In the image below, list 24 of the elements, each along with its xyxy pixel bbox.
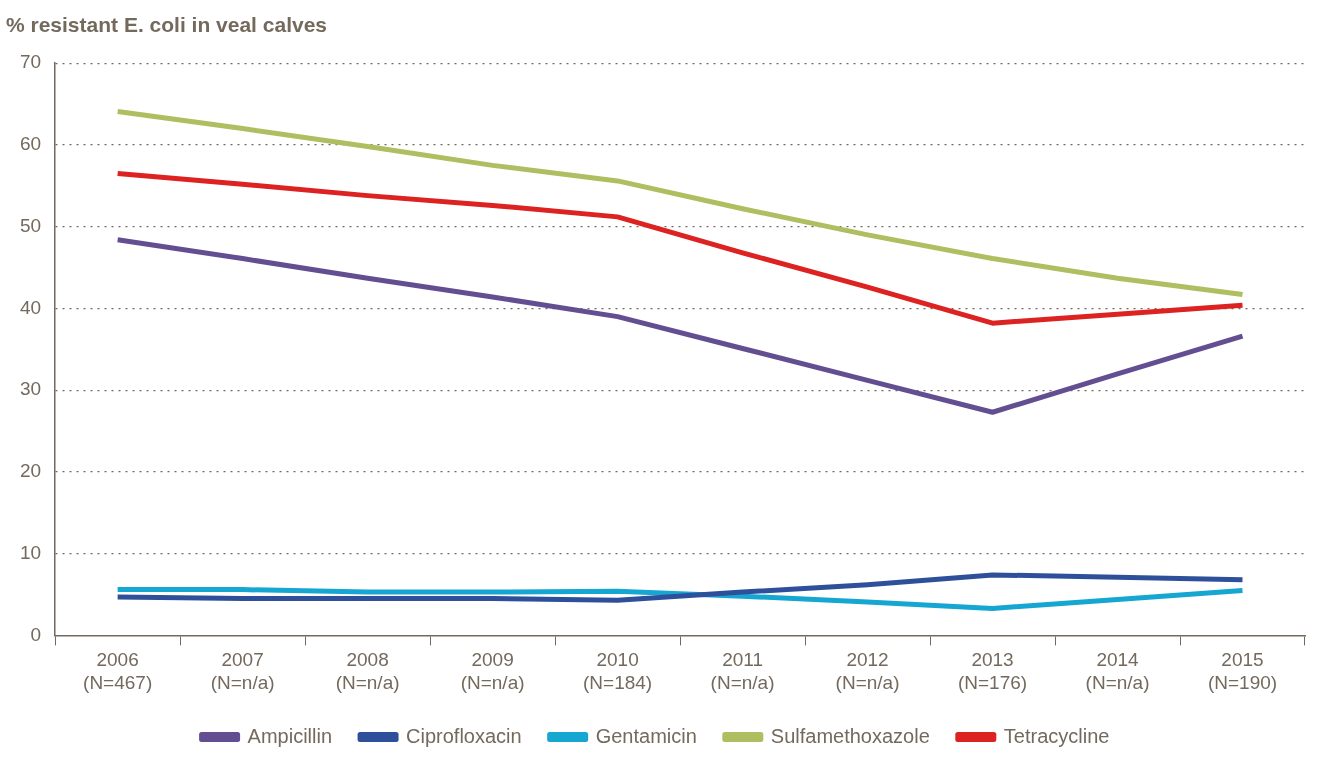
legend-label: Ampicillin xyxy=(247,724,333,747)
x-tick-label: 2013 (N=176) xyxy=(957,649,1028,693)
y-tick-label: 0 xyxy=(30,623,42,645)
y-tick-label: 20 xyxy=(19,460,42,482)
chart-title: % resistant E. coli in veal calves xyxy=(6,13,327,37)
y-tick-label: 40 xyxy=(19,296,42,318)
y-tick-label: 50 xyxy=(19,214,42,236)
y-tick-label: 30 xyxy=(19,378,42,400)
y-tick-label: 70 xyxy=(19,51,42,73)
x-tick-label: 2007 (N=n/a) xyxy=(210,649,275,693)
x-tick-label: 2010 (N=184) xyxy=(582,649,653,693)
legend-label: Gentamicin xyxy=(595,724,697,747)
y-tick-label: 60 xyxy=(19,133,42,155)
y-tick-label: 10 xyxy=(19,541,42,563)
x-tick-label: 2015 (N=190) xyxy=(1207,649,1278,693)
x-tick-label: 2009 (N=n/a) xyxy=(460,649,525,693)
x-tick-label: 2012 (N=n/a) xyxy=(835,649,900,693)
x-tick-label: 2011 (N=n/a) xyxy=(710,649,775,693)
legend-label: Sulfamethoxazole xyxy=(770,724,930,747)
x-tick-label: 2006 (N=467) xyxy=(83,649,153,693)
legend-label: Tetracycline xyxy=(1003,724,1110,747)
x-tick-label: 2008 (N=n/a) xyxy=(335,649,400,693)
x-tick-label: 2014 (N=n/a) xyxy=(1085,649,1150,693)
legend-label: Ciprofloxacin xyxy=(406,724,522,747)
